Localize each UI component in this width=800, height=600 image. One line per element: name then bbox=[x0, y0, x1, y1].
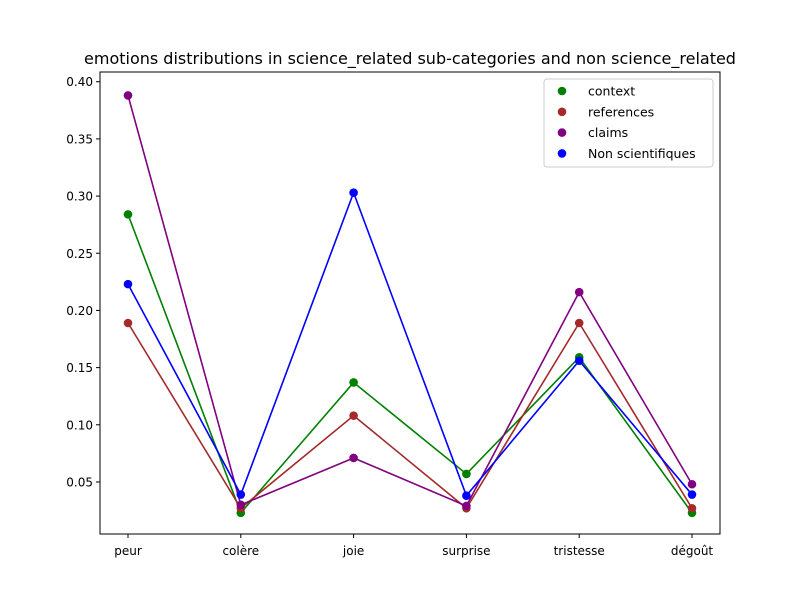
data-point-non-scientifiques bbox=[462, 491, 471, 500]
x-tick-label: dégoût bbox=[671, 544, 714, 558]
series-line-claims bbox=[127, 95, 693, 508]
series-line-references bbox=[127, 321, 693, 510]
legend-label-claims: claims bbox=[588, 125, 628, 140]
data-point-context bbox=[462, 469, 471, 479]
y-tick-label: 0.20 bbox=[66, 304, 93, 318]
data-point-non-scientifiques bbox=[123, 279, 133, 289]
data-point-claims bbox=[349, 453, 358, 463]
x-tick-label: joie bbox=[342, 544, 364, 558]
data-point-claims bbox=[574, 287, 584, 297]
legend-label-context: context bbox=[588, 84, 635, 99]
data-point-non-scientifiques bbox=[349, 188, 358, 197]
x-tick-label: surprise bbox=[442, 544, 490, 558]
plot-area: peur colère joie surprise tristesse dégoût 0.0… bbox=[66, 71, 721, 558]
y-tick-label: 0.30 bbox=[66, 190, 93, 204]
x-tick-label: peur bbox=[114, 544, 142, 558]
x-tick-label: tristesse bbox=[554, 544, 605, 558]
legend-marker-references bbox=[557, 107, 567, 117]
y-tick-label: 0.10 bbox=[66, 418, 93, 432]
data-point-references bbox=[123, 318, 133, 328]
data-point-context bbox=[123, 210, 133, 219]
data-point-claims bbox=[123, 91, 133, 100]
y-tick-label: 0.05 bbox=[66, 475, 93, 489]
chart-title: emotions distributions in science_relate… bbox=[84, 49, 736, 69]
data-point-references bbox=[574, 318, 584, 328]
legend-box bbox=[543, 78, 714, 168]
legend-marker-non-scientifiques bbox=[557, 149, 567, 158]
data-point-non-scientifiques bbox=[687, 490, 697, 499]
series-line-context bbox=[127, 214, 693, 515]
y-tick-label: 0.40 bbox=[66, 75, 93, 89]
data-point-references bbox=[687, 503, 697, 513]
data-point-non-scientifiques bbox=[236, 490, 246, 499]
series-line-non-scientifiques bbox=[127, 190, 693, 498]
legend-label-non-scientifiques: Non scientifiques bbox=[588, 146, 696, 161]
data-point-context bbox=[349, 378, 358, 387]
legend: context references claims Non scientifiques bbox=[543, 78, 714, 168]
legend-marker-claims bbox=[557, 128, 567, 137]
y-tick-label: 0.25 bbox=[66, 247, 93, 261]
plot-frame bbox=[99, 71, 721, 535]
x-tick-label: colère bbox=[222, 544, 259, 558]
data-point-claims bbox=[462, 501, 471, 511]
data-point-non-scientifiques bbox=[574, 356, 584, 366]
legend-marker-context bbox=[557, 86, 567, 96]
data-point-claims bbox=[687, 479, 697, 489]
data-point-references bbox=[349, 411, 358, 420]
y-tick-label: 0.35 bbox=[66, 132, 93, 146]
data-point-claims bbox=[236, 500, 246, 510]
y-tick-label: 0.15 bbox=[66, 361, 93, 375]
legend-label-references: references bbox=[588, 104, 654, 119]
